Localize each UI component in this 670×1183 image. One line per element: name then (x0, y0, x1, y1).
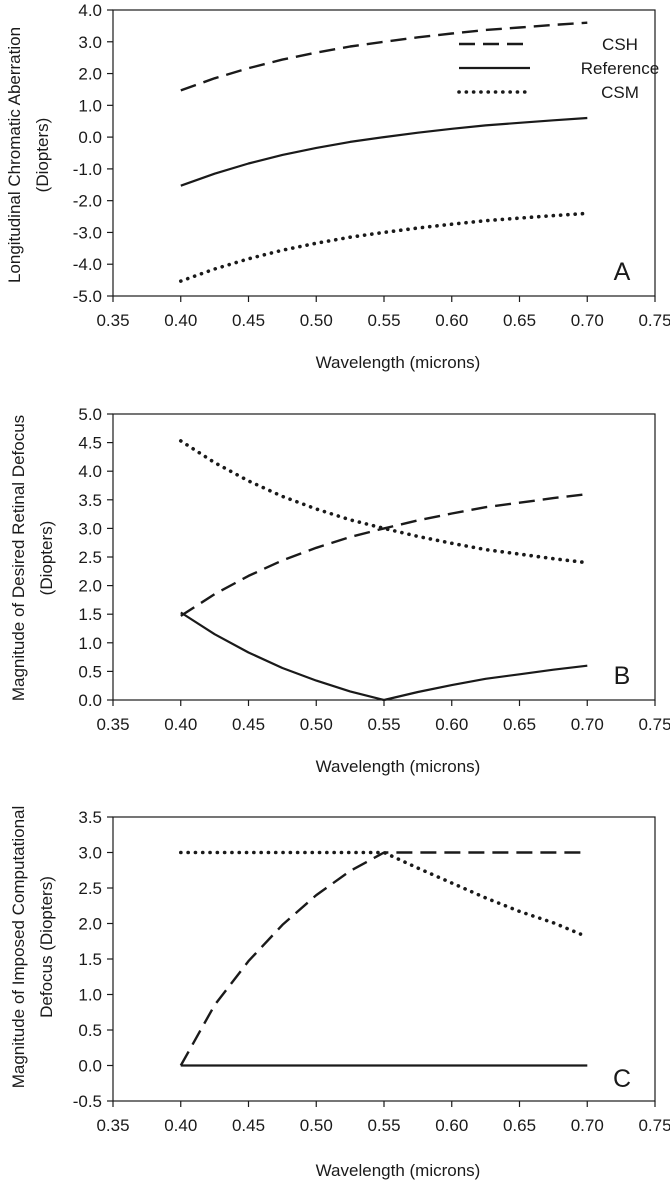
y-axis-title-line: Magnitude of Imposed Computational (9, 806, 28, 1089)
x-tick-label: 0.70 (571, 1116, 604, 1135)
x-tick-label: 0.60 (435, 1116, 468, 1135)
x-tick-label: 0.40 (164, 1116, 197, 1135)
y-tick-label: 5.0 (78, 405, 102, 424)
x-axis-title: Wavelength (microns) (316, 353, 481, 372)
x-tick-label: 0.45 (232, 1116, 265, 1135)
x-tick-label: 0.75 (638, 311, 670, 330)
x-tick-label: 0.65 (503, 715, 536, 734)
series-line-csh (179, 851, 588, 1067)
y-tick-label: 4.5 (78, 434, 102, 453)
y-tick-label: 0.0 (78, 691, 102, 710)
chart-panel-c: -0.5 0.0 0.5 1.0 1.5 2.0 2.5 3.0 3.5 0.35 0.40 0.45… (9, 806, 670, 1180)
plot-frame (112, 413, 656, 701)
x-tick-label: 0.50 (300, 1116, 333, 1135)
x-tick-label: 0.45 (232, 715, 265, 734)
y-tick-label: 0.0 (78, 128, 102, 147)
y-tick-label: 1.0 (78, 634, 102, 653)
plot-frame (112, 9, 656, 297)
chart-panel-b: 0.0 0.5 1.0 1.5 2.0 2.5 3.0 3.5 4.0 4.5 5.0 0.35 0.4… (9, 405, 670, 776)
x-tick-label: 0.40 (164, 715, 197, 734)
x-tick-label: 0.65 (503, 311, 536, 330)
y-axis-title-line: Magnitude of Desired Retinal Defocus (9, 415, 28, 701)
x-axis-title: Wavelength (microns) (316, 757, 481, 776)
x-tick-label: 0.60 (435, 715, 468, 734)
x-tick-label: 0.35 (96, 715, 129, 734)
y-tick-label: 3.5 (78, 491, 102, 510)
y-axis-title-line: (Diopters) (33, 118, 52, 193)
y-axis-title-line: Defocus (Diopters) (37, 876, 56, 1018)
y-tick-label: -1.0 (73, 160, 102, 179)
panel-label: B (614, 662, 631, 690)
x-tick-label: 0.55 (367, 715, 400, 734)
y-tick-label: 0.0 (78, 1057, 102, 1076)
panel-label: C (613, 1065, 631, 1093)
y-tick-label: 2.0 (78, 65, 102, 84)
x-tick-label: 0.45 (232, 311, 265, 330)
y-tick-label: 0.5 (78, 662, 102, 681)
x-tick-label: 0.60 (435, 311, 468, 330)
x-tick-label: 0.35 (96, 1116, 129, 1135)
series-line-reference (180, 611, 588, 702)
x-tick-label: 0.75 (638, 715, 670, 734)
y-tick-label: 2.0 (78, 577, 102, 596)
legend: CSH Reference CSM (457, 35, 659, 102)
y-tick-label: 3.0 (78, 33, 102, 52)
y-tick-label: 3.0 (78, 844, 102, 863)
y-tick-label: 1.5 (78, 950, 102, 969)
y-tick-label: -4.0 (73, 255, 102, 274)
y-tick-label: 1.0 (78, 96, 102, 115)
x-axis-title: Wavelength (microns) (316, 1161, 481, 1180)
x-tick-label: 0.55 (367, 311, 400, 330)
y-tick-label: 1.0 (78, 986, 102, 1005)
series-line-csh (180, 21, 588, 92)
x-tick-label: 0.50 (300, 311, 333, 330)
series-line-csh (180, 492, 588, 617)
series-line-csm (179, 211, 590, 283)
x-tick-label: 0.75 (638, 1116, 670, 1135)
x-tick-label: 0.70 (571, 715, 604, 734)
y-tick-label: 4.0 (78, 1, 102, 20)
series-line-csm (179, 439, 590, 565)
y-axis-title-line: Longitudinal Chromatic Aberration (5, 27, 24, 283)
legend-label-csm: CSM (601, 83, 639, 102)
x-tick-label: 0.40 (164, 311, 197, 330)
series-line-csm (179, 850, 583, 936)
legend-label-csh: CSH (602, 35, 638, 54)
y-tick-label: 2.5 (78, 548, 102, 567)
panel-label: A (614, 258, 631, 286)
plot-frame (112, 816, 656, 1102)
y-tick-label: 0.5 (78, 1021, 102, 1040)
y-tick-label: -2.0 (73, 192, 102, 211)
x-tick-label: 0.50 (300, 715, 333, 734)
series-line-reference (180, 116, 588, 187)
x-tick-label: 0.70 (571, 311, 604, 330)
x-tick-label: 0.35 (96, 311, 129, 330)
y-tick-label: 1.5 (78, 605, 102, 624)
y-tick-label: -5.0 (73, 287, 102, 306)
y-tick-label: -0.5 (73, 1092, 102, 1111)
x-tick-label: 0.65 (503, 1116, 536, 1135)
legend-label-reference: Reference (581, 59, 659, 78)
y-tick-label: 3.5 (78, 808, 102, 827)
y-axis-title-line: (Diopters) (37, 521, 56, 596)
chart-panel-a: -5.0 -4.0 -3.0 -2.0 -1.0 0.0 1.0 2.0 3.0 4.0 0.35 0… (5, 1, 670, 372)
y-tick-label: 4.0 (78, 462, 102, 481)
y-tick-label: 3.0 (78, 519, 102, 538)
y-tick-label: -3.0 (73, 223, 102, 242)
y-tick-label: 2.0 (78, 915, 102, 934)
y-tick-label: 2.5 (78, 879, 102, 898)
x-tick-label: 0.55 (367, 1116, 400, 1135)
